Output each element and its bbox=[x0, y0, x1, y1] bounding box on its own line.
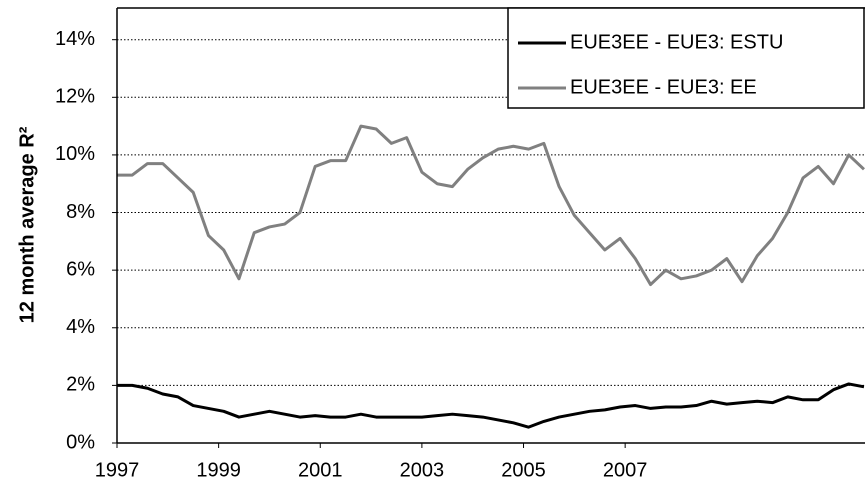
data-line bbox=[117, 124, 865, 287]
y-tick-label: 12% bbox=[55, 86, 95, 108]
y-tick-label: 8% bbox=[66, 201, 95, 223]
x-tick-label: 2005 bbox=[501, 459, 546, 481]
y-tick-label: 6% bbox=[66, 258, 95, 280]
legend-label: EUE3EE - EUE3: ESTU bbox=[570, 31, 783, 53]
x-tick-label: 2003 bbox=[400, 459, 445, 481]
legend-box bbox=[507, 7, 865, 109]
data-line bbox=[117, 382, 865, 429]
y-axis-label: 12 month average R² bbox=[16, 126, 38, 323]
legend-label: EUE3EE - EUE3: EE bbox=[570, 76, 757, 98]
x-tick-label: 2001 bbox=[298, 459, 343, 481]
x-tick-label: 1997 bbox=[95, 459, 140, 481]
x-tick-label: 1999 bbox=[196, 459, 241, 481]
y-tick-label: 4% bbox=[66, 316, 95, 338]
y-tick-label: 14% bbox=[55, 28, 95, 50]
y-tick-label: 10% bbox=[55, 143, 95, 165]
x-tick-label: 2007 bbox=[603, 459, 648, 481]
y-tick-label: 2% bbox=[66, 374, 95, 396]
y-tick-label: 0% bbox=[66, 431, 95, 453]
